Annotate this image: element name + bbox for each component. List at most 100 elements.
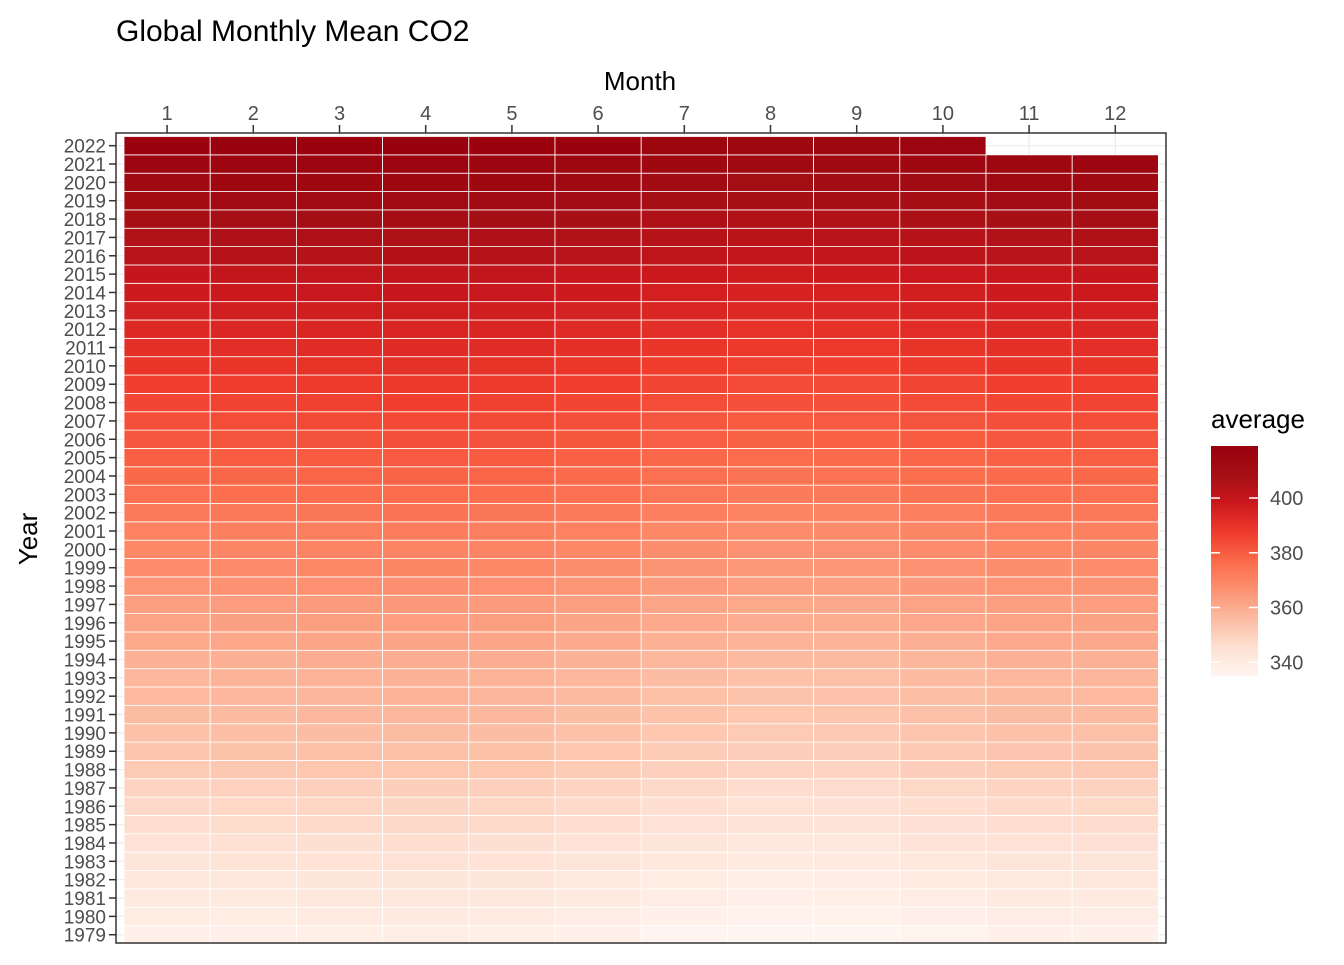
- x-tick-label: 3: [334, 103, 345, 125]
- heatmap-cell: [554, 448, 642, 468]
- heatmap-cell: [554, 594, 642, 615]
- heatmap-cell: [382, 870, 470, 890]
- heatmap-cell: [382, 576, 470, 596]
- heatmap-cell: [123, 154, 211, 174]
- heatmap-cell: [295, 778, 383, 798]
- heatmap-cell: [295, 888, 383, 908]
- heatmap-cell: [640, 246, 728, 266]
- heatmap-cell: [640, 870, 728, 890]
- heatmap-cell: [1071, 484, 1159, 504]
- heatmap-cell: [813, 778, 901, 798]
- heatmap-cell: [640, 337, 728, 358]
- heatmap-cell: [295, 448, 383, 468]
- heatmap-cell: [727, 319, 815, 339]
- heatmap-cell: [640, 301, 728, 321]
- x-tick-label: 8: [765, 103, 776, 125]
- heatmap-cell: [640, 521, 728, 541]
- heatmap-cell: [123, 172, 211, 192]
- y-tick-label: 2008: [64, 394, 106, 415]
- heatmap-cell: [468, 429, 556, 449]
- heatmap-cell: [468, 686, 556, 706]
- heatmap-cell: [468, 392, 556, 413]
- heatmap-cell: [985, 539, 1073, 559]
- heatmap-cell: [209, 613, 297, 633]
- heatmap-cell: [727, 227, 815, 248]
- x-tick-label: 1: [162, 103, 173, 125]
- heatmap-cell: [899, 154, 987, 174]
- heatmap-cell: [382, 246, 470, 266]
- heatmap-cell: [554, 668, 642, 688]
- heatmap-cell: [295, 337, 383, 358]
- heatmap-cell: [640, 833, 728, 853]
- heatmap-cell: [382, 411, 470, 431]
- heatmap-cell: [813, 686, 901, 706]
- heatmap-cell: [985, 337, 1073, 358]
- heatmap-cell: [554, 484, 642, 504]
- heatmap-cell: [1071, 246, 1159, 266]
- heatmap-cell: [640, 172, 728, 192]
- heatmap-cell: [123, 227, 211, 248]
- heatmap-cell: [813, 539, 901, 559]
- heatmap-cell: [899, 723, 987, 743]
- chart-title: Global Monthly Mean CO2: [116, 15, 470, 48]
- heatmap-cell: [813, 796, 901, 816]
- heatmap-cell: [640, 282, 728, 303]
- heatmap-cell: [468, 356, 556, 376]
- heatmap-cell: [468, 246, 556, 266]
- heatmap-cell: [209, 925, 297, 945]
- y-tick-label: 2012: [64, 320, 106, 341]
- x-axis-title: Month: [604, 66, 676, 96]
- y-tick-label: 1983: [64, 852, 106, 873]
- heatmap-cell: [727, 613, 815, 633]
- heatmap-cell: [209, 558, 297, 578]
- heatmap-cell: [468, 888, 556, 908]
- heatmap-cell: [295, 466, 383, 486]
- heatmap-cell: [123, 925, 211, 945]
- heatmap-cell: [295, 760, 383, 780]
- heatmap-cell: [640, 668, 728, 688]
- heatmap-cell: [209, 374, 297, 394]
- heatmap-cell: [209, 136, 297, 156]
- heatmap-cell: [554, 521, 642, 541]
- heatmap-cell: [123, 209, 211, 229]
- heatmap-cell: [727, 209, 815, 229]
- heatmap-cell: [727, 760, 815, 780]
- heatmap-cell: [899, 833, 987, 853]
- heatmap-cell: [382, 374, 470, 394]
- heatmap-cell: [813, 833, 901, 853]
- heatmap-cell: [813, 925, 901, 945]
- y-tick-label: 1997: [64, 595, 106, 616]
- heatmap-cell: [123, 466, 211, 486]
- heatmap-cell: [295, 686, 383, 706]
- heatmap-cell: [813, 668, 901, 688]
- heatmap-cell: [382, 392, 470, 413]
- heatmap-cell: [1071, 503, 1159, 523]
- heatmap-cell: [382, 154, 470, 174]
- heatmap-cell: [640, 136, 728, 156]
- heatmap-cell: [899, 558, 987, 578]
- heatmap-cell: [295, 851, 383, 871]
- y-tick-label: 2009: [64, 375, 106, 396]
- y-tick-label: 2006: [64, 430, 106, 451]
- heatmap-cell: [899, 815, 987, 835]
- heatmap-cell: [1071, 760, 1159, 780]
- x-tick-label: 2: [248, 103, 259, 125]
- x-tick-label: 9: [851, 103, 862, 125]
- heatmap-cell: [554, 925, 642, 945]
- heatmap-cell: [209, 723, 297, 743]
- heatmap-cell: [1071, 686, 1159, 706]
- heatmap-cell: [123, 136, 211, 156]
- heatmap-cell: [985, 319, 1073, 339]
- heatmap-cell: [468, 613, 556, 633]
- y-tick-label: 1994: [64, 650, 107, 671]
- heatmap-cell: [468, 668, 556, 688]
- y-tick-label: 2013: [64, 302, 106, 323]
- heatmap-cell: [468, 521, 556, 541]
- heatmap-cell: [382, 521, 470, 541]
- heatmap-cell: [123, 484, 211, 504]
- y-tick-label: 2000: [64, 540, 106, 561]
- heatmap-cell: [209, 172, 297, 192]
- heatmap-cell: [727, 154, 815, 174]
- heatmap-cell: [295, 191, 383, 211]
- heatmap-cell: [209, 760, 297, 780]
